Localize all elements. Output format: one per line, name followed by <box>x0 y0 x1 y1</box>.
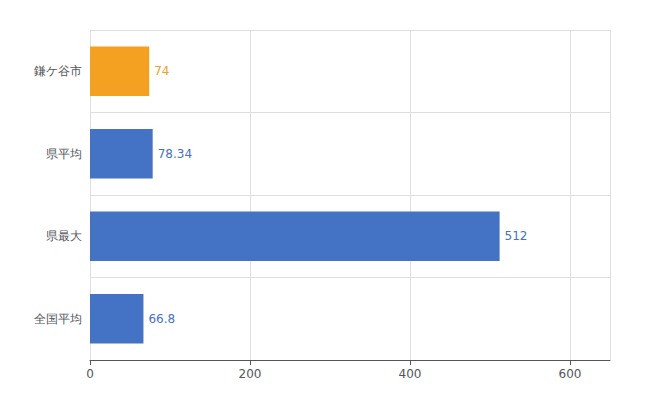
svg-text:県最大: 県最大 <box>46 229 82 243</box>
svg-text:鎌ケ谷市: 鎌ケ谷市 <box>34 64 82 78</box>
svg-text:600: 600 <box>559 367 582 381</box>
svg-text:74: 74 <box>154 64 169 78</box>
svg-text:全国平均: 全国平均 <box>34 312 82 326</box>
svg-text:512: 512 <box>505 229 528 243</box>
svg-text:66.8: 66.8 <box>148 312 175 326</box>
svg-text:78.34: 78.34 <box>158 147 192 161</box>
svg-text:400: 400 <box>399 367 422 381</box>
svg-text:0: 0 <box>86 367 94 381</box>
svg-text:200: 200 <box>239 367 262 381</box>
svg-text:県平均: 県平均 <box>46 147 82 161</box>
